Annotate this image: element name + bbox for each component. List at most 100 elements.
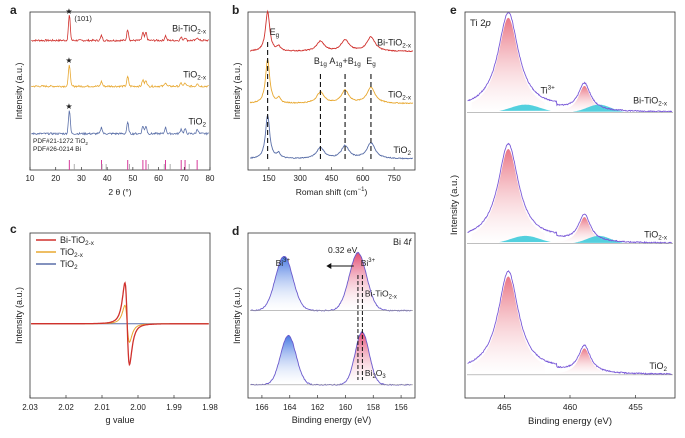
ti4-fill-0-1 — [547, 85, 622, 113]
panel-c-frame — [29, 232, 211, 399]
a-xtick-label-5: 60 — [154, 174, 163, 183]
xrd-series-2 — [31, 110, 209, 136]
ti-title: Ti 2p — [470, 18, 491, 29]
ti4-fill-1-1 — [547, 217, 622, 244]
a-xtick-label-4: 50 — [128, 174, 137, 183]
c-xtick-label-2: 2.01 — [94, 403, 110, 412]
raman-mode-label-3: Eg — [366, 56, 376, 68]
xrd-star-2: ★ — [65, 102, 72, 111]
xrd-legend-2: TiO2 — [188, 117, 206, 129]
ref-card-label-1: PDF#26-0214 Bi — [33, 146, 81, 153]
bi-peak-fill-0-0 — [253, 256, 315, 311]
bi-species-label-0: Bi3+ — [276, 258, 291, 268]
epr-series-0 — [31, 281, 209, 367]
d-xtick-label-4: 158 — [367, 403, 381, 412]
xrd-series-0 — [31, 15, 209, 43]
panel-a-frame — [29, 11, 211, 171]
raman-series-2 — [250, 114, 413, 160]
raman-legend-0: Bi-TiO2-x — [377, 38, 412, 50]
ref-card-label-0: PDF#21-1272 TiO2 — [33, 138, 88, 146]
ti3-fill-0-0 — [499, 104, 551, 111]
ti4-fill-1-0 — [471, 149, 546, 244]
e-xlabel: Binding energy (eV) — [528, 416, 612, 427]
raman-legend-1: TiO2-x — [388, 90, 412, 102]
bi-shift-label: 0.32 eV — [328, 245, 358, 255]
panel-letter-a: a — [10, 3, 17, 17]
bi-peak-fill-1-1 — [331, 332, 393, 385]
a-ylabel: Intensity (a.u.) — [14, 62, 24, 119]
a-xtick-label-3: 40 — [103, 174, 112, 183]
c-xtick-label-1: 2.02 — [58, 403, 74, 412]
d-xtick-label-2: 162 — [311, 403, 325, 412]
c-xtick-label-4: 1.99 — [166, 403, 182, 412]
a-xtick-label-7: 80 — [206, 174, 215, 183]
d-ylabel: Intensity (a.u.) — [232, 287, 242, 344]
c-ylabel: Intensity (a.u.) — [14, 287, 24, 344]
d-xtick-label-1: 164 — [283, 403, 297, 412]
bi-peak-fill-1-0 — [257, 335, 319, 385]
c-xtick-label-3: 2.00 — [130, 403, 146, 412]
ti-envelope-2 — [467, 270, 672, 376]
b-xtick-label-4: 750 — [387, 174, 401, 183]
bi-sample-label-1: Bi2O3 — [365, 368, 387, 380]
xrd-legend-0: Bi-TiO2-x — [172, 23, 207, 35]
xrd-legend-1: TiO2-x — [183, 69, 207, 81]
b-ylabel: Intensity (a.u.) — [232, 62, 242, 119]
xrd-star-1: ★ — [65, 56, 72, 65]
bi-shift-arrowhead — [326, 263, 332, 269]
ti-sample-label-0: Bi-TiO2-x — [633, 95, 668, 107]
a-xlabel: 2 θ (°) — [108, 187, 131, 197]
a-xtick-label-6: 70 — [180, 174, 189, 183]
d-xlabel: Binding energy (eV) — [292, 415, 372, 425]
raman-legend-2: TiO2 — [393, 145, 411, 157]
ti4-fill-2-0 — [471, 276, 546, 375]
d-xtick-label-3: 160 — [339, 403, 353, 412]
bi-title: Bi 4f — [393, 237, 413, 247]
ti-envelope-0 — [467, 12, 673, 113]
e-xtick-label-1: 460 — [563, 402, 577, 412]
c-xtick-label-5: 1.98 — [202, 403, 218, 412]
ti3-fill-0-1 — [572, 104, 625, 112]
e-xtick-label-0: 465 — [497, 402, 511, 412]
ti-envelope-1 — [467, 142, 673, 245]
b-xtick-label-0: 150 — [262, 174, 276, 183]
epr-legend-label-1: TiO2-x — [60, 247, 84, 259]
c-xlabel: g value — [105, 415, 134, 425]
bi-species-label-1: Bi3+ — [361, 258, 376, 268]
epr-legend-label-2: TiO2 — [60, 259, 78, 271]
ti-sample-label-1: TiO2-x — [644, 230, 668, 242]
raman-mode-label-2: A1g+B1g — [329, 56, 361, 68]
raman-mode-label-0: Eg — [270, 27, 280, 39]
ti4-fill-2-1 — [547, 348, 622, 375]
panel-d-frame — [247, 232, 416, 399]
ti3-fill-1-0 — [499, 235, 551, 243]
b-xlabel: Roman shift (cm−1) — [296, 187, 368, 197]
c-xtick-label-0: 2.03 — [22, 403, 38, 412]
panel-letter-c: c — [10, 222, 17, 236]
ti4-fill-0-0 — [471, 17, 546, 113]
panel-letter-e: e — [450, 3, 457, 17]
xrd-star-0: ★ — [65, 7, 72, 16]
raman-series-1 — [249, 58, 414, 105]
a-xtick-label-1: 20 — [51, 174, 60, 183]
raman-mode-label-1: B1g — [314, 56, 328, 68]
xrd-series-1 — [31, 64, 209, 89]
e-ylabel: Intensity (a.u.) — [449, 175, 460, 235]
b-xtick-label-2: 450 — [325, 174, 339, 183]
ti-sample-label-2: TiO2 — [649, 361, 667, 373]
raman-series-0 — [250, 9, 414, 53]
xrd-peak-label: (101) — [74, 14, 92, 23]
panel-letter-b: b — [232, 3, 239, 17]
b-xtick-label-1: 300 — [294, 174, 308, 183]
ti3-label: Ti3+ — [541, 84, 556, 95]
d-xtick-label-5: 156 — [394, 403, 408, 412]
a-xtick-label-2: 30 — [77, 174, 86, 183]
a-xtick-label-0: 10 — [26, 174, 35, 183]
epr-legend-label-0: Bi-TiO2-x — [60, 235, 95, 247]
panel-letter-d: d — [232, 224, 239, 238]
d-xtick-label-0: 166 — [255, 403, 269, 412]
b-xtick-label-3: 600 — [356, 174, 370, 183]
bi-sample-label-0: Bi-TiO2-x — [365, 289, 397, 301]
bi-envelope-0 — [250, 251, 412, 312]
